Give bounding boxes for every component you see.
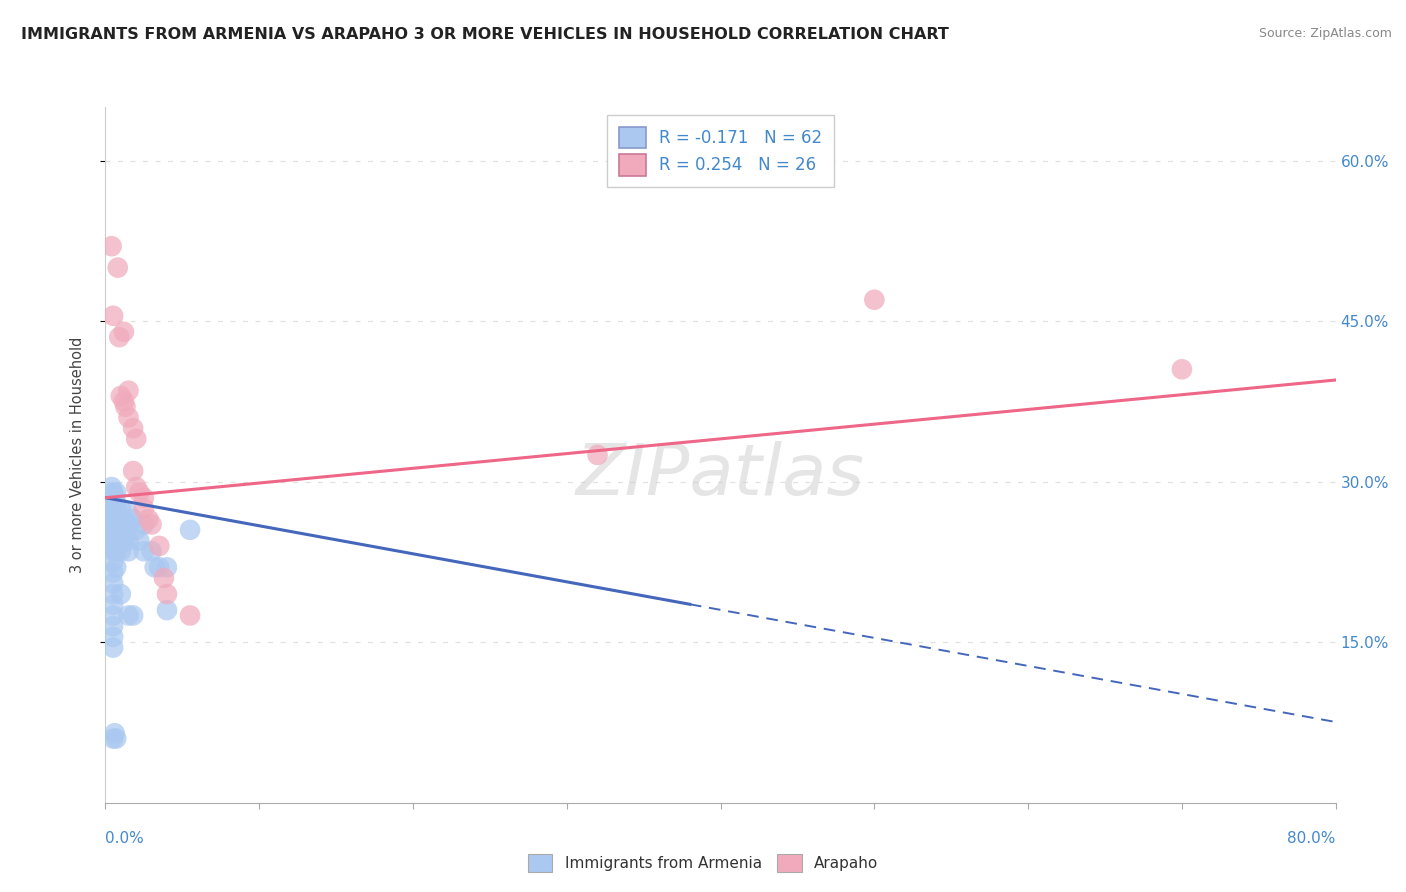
Point xyxy=(110,501,132,516)
Point xyxy=(132,501,155,516)
Point xyxy=(101,512,124,526)
Point xyxy=(156,603,179,617)
Point xyxy=(105,523,128,537)
Point xyxy=(125,480,148,494)
Point xyxy=(132,544,155,558)
Text: IMMIGRANTS FROM ARMENIA VS ARAPAHO 3 OR MORE VEHICLES IN HOUSEHOLD CORRELATION C: IMMIGRANTS FROM ARMENIA VS ARAPAHO 3 OR … xyxy=(21,27,949,42)
Point xyxy=(141,544,163,558)
Point xyxy=(117,533,139,548)
Point xyxy=(105,501,128,516)
Point xyxy=(108,512,131,526)
Point xyxy=(107,507,129,521)
Point xyxy=(110,544,132,558)
Point xyxy=(112,325,135,339)
Point xyxy=(586,448,609,462)
Point xyxy=(101,630,124,644)
Point xyxy=(110,533,132,548)
Point xyxy=(153,571,176,585)
Point xyxy=(101,544,124,558)
Point xyxy=(143,560,166,574)
Point xyxy=(122,464,145,478)
Point xyxy=(101,576,124,591)
Point xyxy=(101,731,124,746)
Point xyxy=(105,512,128,526)
Point xyxy=(110,523,132,537)
Point xyxy=(101,640,124,655)
Legend: Immigrants from Armenia, Arapaho: Immigrants from Armenia, Arapaho xyxy=(522,847,884,879)
Point xyxy=(105,560,128,574)
Point xyxy=(179,608,201,623)
Point xyxy=(105,544,128,558)
Point xyxy=(122,512,145,526)
Point xyxy=(117,384,139,398)
Point xyxy=(112,523,135,537)
Point xyxy=(114,400,136,414)
Point xyxy=(110,587,132,601)
Point xyxy=(114,528,136,542)
Point xyxy=(179,523,201,537)
Y-axis label: 3 or more Vehicles in Household: 3 or more Vehicles in Household xyxy=(70,337,84,573)
Point xyxy=(101,501,124,516)
Point xyxy=(128,485,150,500)
Point xyxy=(117,517,139,532)
Point xyxy=(101,539,124,553)
Point xyxy=(105,496,128,510)
Point xyxy=(101,598,124,612)
Point xyxy=(122,608,145,623)
Point xyxy=(141,517,163,532)
Text: 0.0%: 0.0% xyxy=(105,830,145,846)
Text: Source: ZipAtlas.com: Source: ZipAtlas.com xyxy=(1258,27,1392,40)
Point xyxy=(107,260,129,275)
Point xyxy=(101,566,124,580)
Point xyxy=(112,512,135,526)
Point xyxy=(101,619,124,633)
Point xyxy=(105,533,128,548)
Point xyxy=(108,528,131,542)
Point xyxy=(863,293,886,307)
Point xyxy=(101,608,124,623)
Point xyxy=(110,512,132,526)
Point xyxy=(101,533,124,548)
Point xyxy=(110,389,132,403)
Point xyxy=(117,410,139,425)
Point xyxy=(117,544,139,558)
Point xyxy=(112,394,135,409)
Point xyxy=(100,480,122,494)
Point xyxy=(105,731,128,746)
Point xyxy=(148,560,170,574)
Point xyxy=(138,512,160,526)
Point xyxy=(101,496,124,510)
Point xyxy=(101,555,124,569)
Point xyxy=(125,523,148,537)
Point xyxy=(117,507,139,521)
Legend: R = -0.171   N = 62, R = 0.254   N = 26: R = -0.171 N = 62, R = 0.254 N = 26 xyxy=(607,115,834,187)
Text: 80.0%: 80.0% xyxy=(1288,830,1336,846)
Point xyxy=(1171,362,1194,376)
Point xyxy=(101,309,124,323)
Point xyxy=(105,485,128,500)
Point xyxy=(101,517,124,532)
Point xyxy=(156,560,179,574)
Point xyxy=(122,421,145,435)
Point xyxy=(128,533,150,548)
Point xyxy=(101,523,124,537)
Point xyxy=(132,517,155,532)
Point xyxy=(156,587,179,601)
Point xyxy=(101,485,124,500)
Point xyxy=(125,432,148,446)
Point xyxy=(132,491,155,505)
Point xyxy=(101,491,124,505)
Text: ZIPatlas: ZIPatlas xyxy=(576,442,865,510)
Point xyxy=(148,539,170,553)
Point xyxy=(108,330,131,344)
Point xyxy=(104,726,127,740)
Point xyxy=(104,507,127,521)
Point xyxy=(117,608,139,623)
Point xyxy=(100,239,122,253)
Point xyxy=(104,491,127,505)
Point xyxy=(101,587,124,601)
